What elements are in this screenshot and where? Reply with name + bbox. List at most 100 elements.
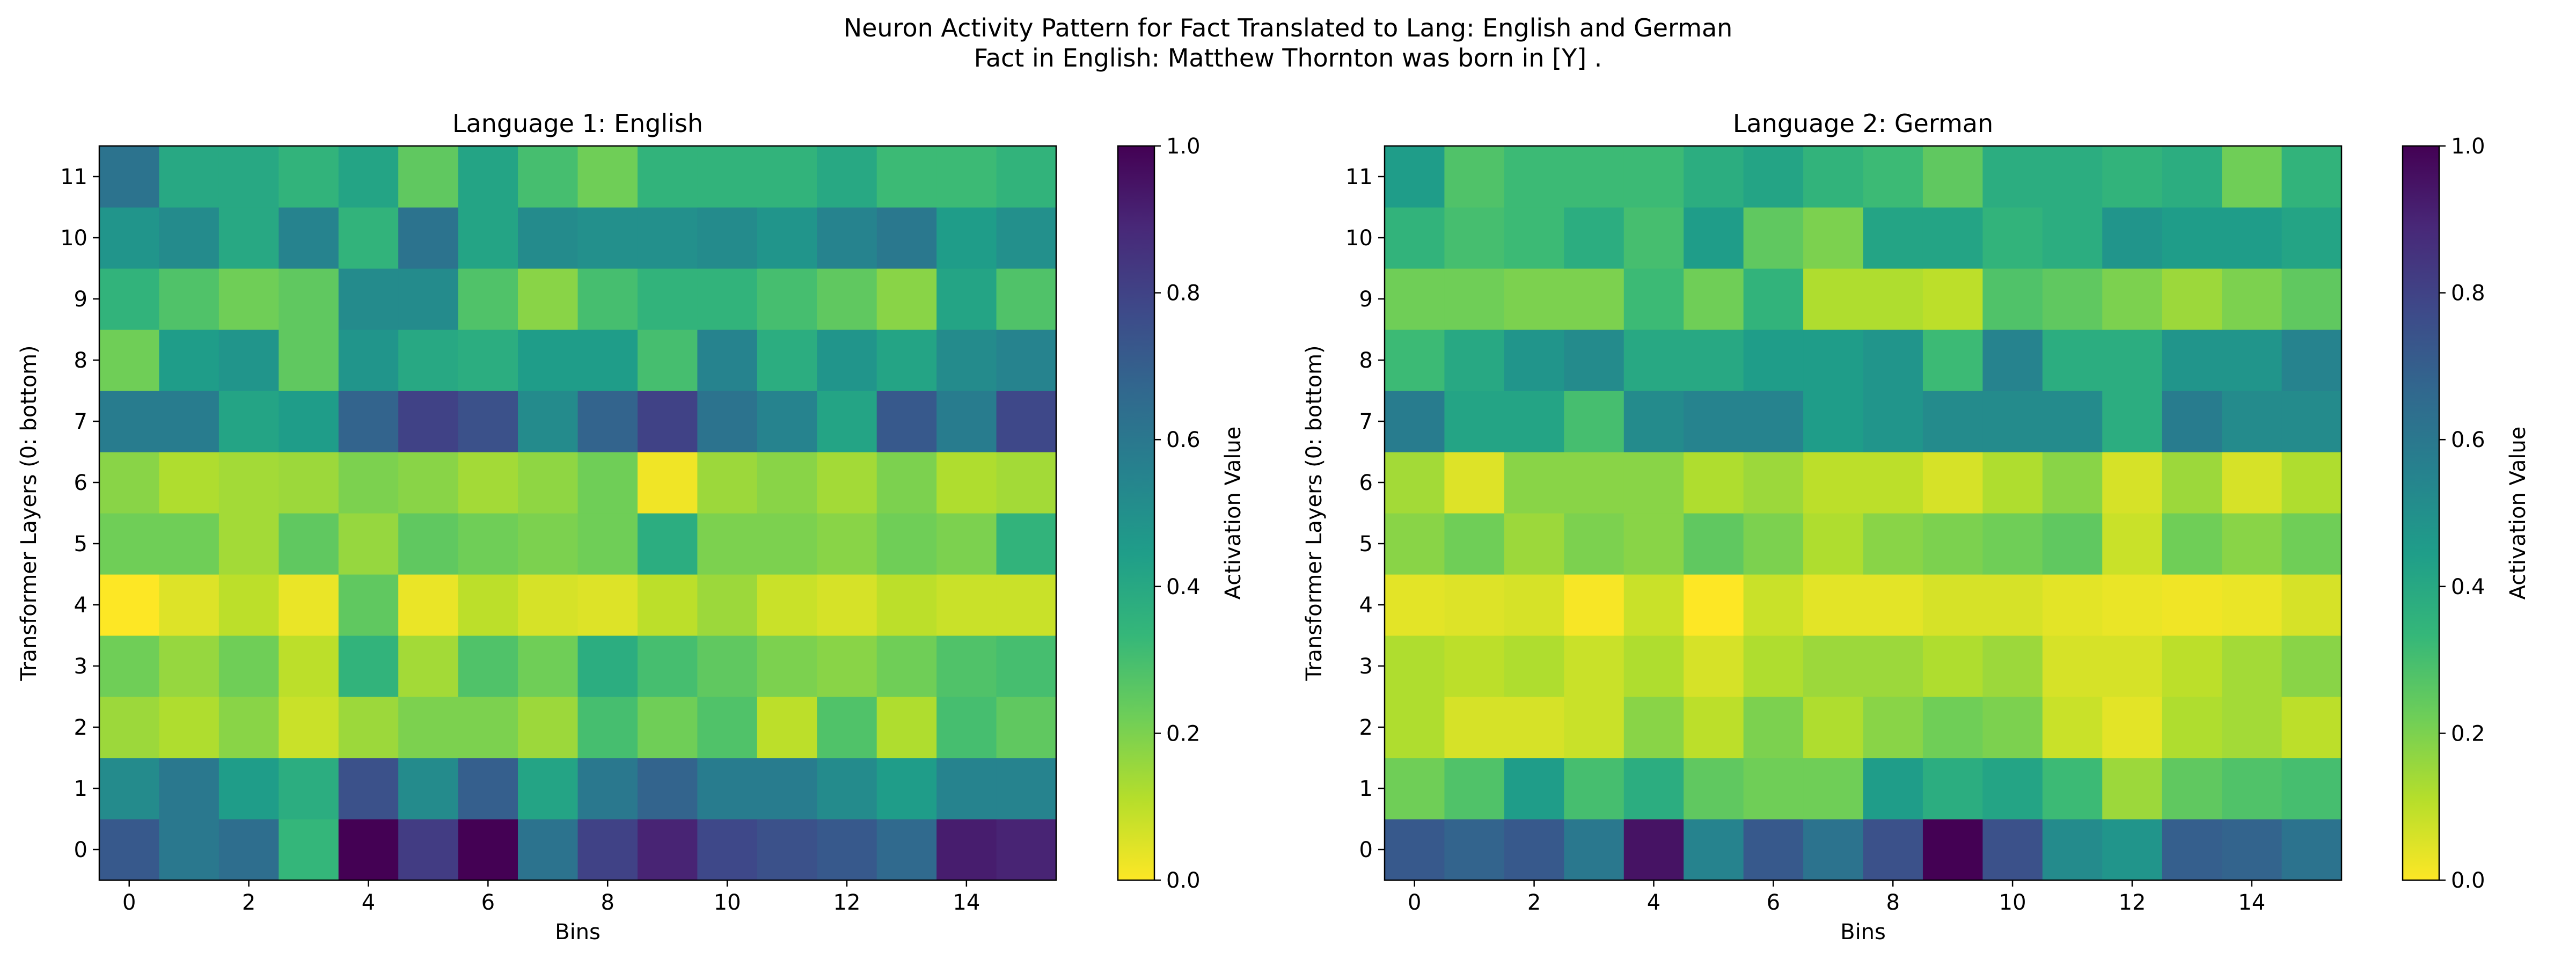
- heatmap-cell: [2042, 635, 2103, 697]
- heatmap-cell: [1803, 207, 1864, 269]
- heatmap-cell: [2162, 635, 2222, 697]
- heatmap-cell: [1623, 146, 1684, 208]
- heatmap-cell: [398, 330, 459, 391]
- heatmap-cell: [338, 697, 399, 758]
- colorbar-tick-label: 0.0: [2451, 868, 2485, 893]
- heatmap-cell: [518, 574, 579, 636]
- heatmap-cell: [1982, 574, 2043, 636]
- heatmap-cell: [1444, 330, 1505, 391]
- heatmap-cell: [996, 758, 1057, 819]
- colorbar-tick-label: 0.4: [1166, 575, 1201, 599]
- heatmap-cell: [1982, 268, 2043, 330]
- heatmap-cell: [1743, 635, 1804, 697]
- heatmap-cell: [2222, 330, 2282, 391]
- heatmap-cell: [1922, 574, 1983, 636]
- heatmap-cell: [637, 758, 698, 819]
- heatmap-cell: [518, 758, 579, 819]
- heatmap-cell: [338, 758, 399, 819]
- heatmap-cell: [458, 207, 518, 269]
- colorbar-label: Activation Value: [1221, 427, 1246, 600]
- heatmap-cell: [2281, 513, 2342, 575]
- heatmap-cell: [1803, 452, 1864, 514]
- heatmap-cell: [1623, 574, 1684, 636]
- heatmap-cell: [279, 391, 339, 452]
- heatmap-cell: [1863, 574, 1923, 636]
- heatmap-cell: [1922, 207, 1983, 269]
- heatmap-cell: [1803, 635, 1864, 697]
- heatmap-cell: [338, 391, 399, 452]
- heatmap-cell: [757, 207, 817, 269]
- heatmap-cell: [458, 574, 518, 636]
- heatmap-cell: [218, 819, 279, 881]
- x-tick-label: 14: [953, 890, 980, 915]
- heatmap-cell: [2281, 146, 2342, 208]
- heatmap-cell: [1743, 391, 1804, 452]
- heatmap-cell: [577, 758, 638, 819]
- heatmap-cell: [1743, 146, 1804, 208]
- y-tick-label: 0: [74, 838, 87, 862]
- heatmap-cell: [1863, 391, 1923, 452]
- heatmap-cell: [2102, 513, 2163, 575]
- heatmap-cell: [2042, 330, 2103, 391]
- x-axis-label: Bins: [1840, 920, 1886, 945]
- heatmap-cell: [2281, 452, 2342, 514]
- y-axis-label: Transformer Layers (0: bottom): [1302, 345, 1327, 681]
- heatmap-cell: [279, 819, 339, 881]
- heatmap-cell: [458, 819, 518, 881]
- heatmap-cell: [2042, 574, 2103, 636]
- heatmap-cell: [1982, 330, 2043, 391]
- heatmap-cell: [996, 452, 1057, 514]
- heatmap-cell: [2102, 758, 2163, 819]
- heatmap-cell: [2042, 207, 2103, 269]
- heatmap-cell: [1385, 268, 1445, 330]
- heatmap-cell: [2042, 513, 2103, 575]
- heatmap-cell: [2162, 574, 2222, 636]
- colorbar: [1117, 145, 1155, 881]
- heatmap-cell: [1982, 452, 2043, 514]
- heatmap-cell: [218, 207, 279, 269]
- y-tick-label: 1: [74, 777, 87, 801]
- heatmap-cell: [398, 574, 459, 636]
- heatmap-cell: [1982, 391, 2043, 452]
- heatmap-cell: [218, 635, 279, 697]
- heatmap-cell: [876, 207, 937, 269]
- heatmap-cell: [697, 635, 758, 697]
- heatmap-cell: [1803, 697, 1864, 758]
- heatmap-cell: [159, 207, 219, 269]
- heatmap-cell: [1684, 391, 1744, 452]
- x-tick-label: 12: [2119, 890, 2146, 915]
- heatmap-cell: [458, 391, 518, 452]
- heatmap-cell: [577, 268, 638, 330]
- heatmap-cell: [2222, 819, 2282, 881]
- heatmap-cell: [2042, 146, 2103, 208]
- heatmap-cell: [996, 207, 1057, 269]
- heatmap-cell: [637, 819, 698, 881]
- heatmap-cell: [398, 391, 459, 452]
- heatmap-cell: [936, 268, 997, 330]
- heatmap-cell: [1684, 146, 1744, 208]
- heatmap-cell: [2162, 330, 2222, 391]
- heatmap-cell: [218, 146, 279, 208]
- heatmap-cell: [218, 758, 279, 819]
- heatmap-cell: [159, 452, 219, 514]
- heatmap-cell: [218, 330, 279, 391]
- heatmap-cell: [1385, 758, 1445, 819]
- heatmap-cell: [1564, 207, 1624, 269]
- heatmap-cell: [398, 207, 459, 269]
- heatmap-cell: [2162, 146, 2222, 208]
- heatmap-cell: [1684, 635, 1744, 697]
- heatmap-cell: [99, 697, 160, 758]
- heatmap-cell: [1385, 574, 1445, 636]
- heatmap-cell: [398, 268, 459, 330]
- heatmap-cell: [1564, 330, 1624, 391]
- heatmap-cell: [577, 207, 638, 269]
- x-tick-label: 10: [1999, 890, 2026, 915]
- heatmap-cell: [1803, 146, 1864, 208]
- y-tick-label: 9: [74, 287, 87, 312]
- heatmap-cell: [876, 635, 937, 697]
- heatmap-cell: [1982, 819, 2043, 881]
- x-tick-label: 4: [362, 890, 375, 915]
- heatmap-cell: [1743, 758, 1804, 819]
- heatmap-cell: [1743, 452, 1804, 514]
